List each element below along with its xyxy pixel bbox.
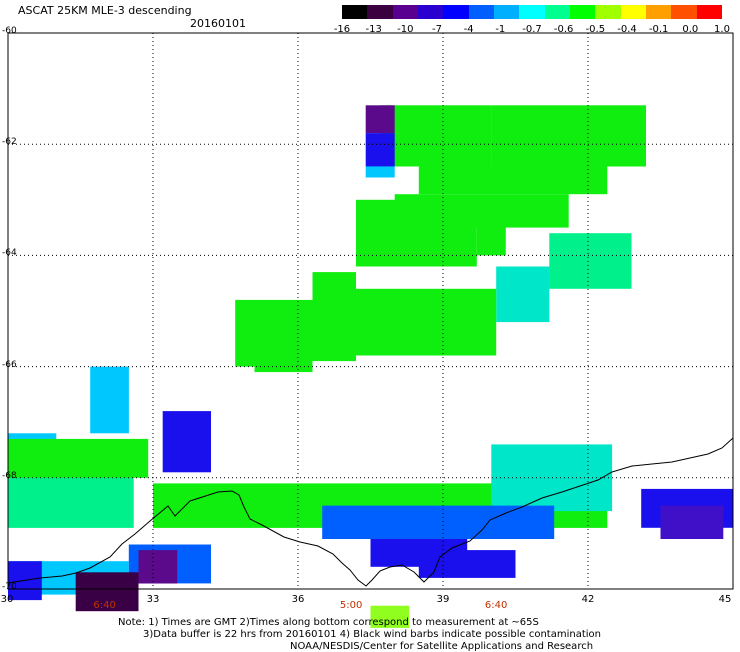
data-cell-24 [162,411,211,473]
colorbar-swatch [570,5,596,19]
colorbar [342,5,723,19]
lon-label: 36 [291,594,305,605]
data-cell-32 [660,505,724,539]
data-cell-15 [90,366,129,434]
colorbar-tick-label: -10 [397,24,414,35]
colorbar-tick-label: -0.6 [553,24,574,35]
lat-label: -62 [2,137,17,148]
colorbar-swatch [519,5,546,19]
lat-label: -60 [2,26,17,36]
data-cell-18 [8,438,149,478]
data-cell-23 [418,550,516,578]
data-cell-10 [496,266,550,323]
colorbar-tick-label: -1 [495,24,506,35]
data-cell-13 [235,299,313,367]
colorbar-swatch [468,5,495,19]
colorbar-tick-label: -16 [333,24,351,35]
lat-label: -70 [2,582,17,592]
colorbar-swatch [620,5,647,19]
data-cell-5 [418,166,608,195]
note-line-1: Note: 1) Times are GMT 2)Times along bot… [118,617,539,628]
colorbar-swatch [544,5,571,19]
colorbar-swatch [595,5,622,19]
colorbar-tick-label: -0.1 [648,24,669,35]
data-cell-27 [75,572,139,612]
data-cell-21 [322,505,555,539]
data-cell-8 [476,199,506,256]
lon-label: 45 [718,594,732,605]
colorbar-swatch [646,5,672,19]
colorbar-tick-label: -4 [463,24,474,35]
data-cell-30 [370,605,410,628]
colorbar-tick-label: -0.4 [617,24,637,35]
coastline [7,437,734,587]
colorbar-swatch [696,5,723,19]
data-cell-2 [365,105,395,134]
map-date: 20160101 [190,17,246,30]
data-cell-20 [491,444,613,512]
colorbar-swatch [494,5,520,19]
colorbar-swatch [367,5,394,19]
time-label: 6:40 [93,600,116,611]
colorbar-tick-label: -7 [432,24,442,35]
grid-lines [8,33,733,589]
colorbar-tick-label: -0.5 [585,24,606,35]
lon-label: 33 [146,594,160,605]
data-cell-11 [356,288,497,356]
colorbar-tick-label: 1.0 [714,24,730,35]
lat-label: -66 [2,359,17,370]
data-cell-28 [138,550,178,584]
data-cell-9 [549,233,632,289]
note-line-2: 3)Data buffer is 22 hrs from 20160101 4)… [143,629,601,640]
colorbar-tick-label: -13 [365,24,382,35]
colorbar-swatch [418,5,444,19]
data-cell-0 [380,105,492,167]
map-title: ASCAT 25KM MLE-3 descending [18,4,192,17]
note-line-3: NOAA/NESDIS/Center for Satellite Applica… [290,641,594,652]
colorbar-swatch [443,5,470,19]
lat-label: -64 [2,248,17,259]
map-frame [7,32,734,590]
lon-label: 30 [0,594,14,605]
time-label: 5:00 [339,600,363,611]
colorbar-swatch [342,5,368,19]
colorbar-swatch [392,5,419,19]
colorbar-tick-label: 0.0 [682,24,699,35]
lat-label: -68 [2,470,17,481]
data-cell-1 [491,105,646,167]
data-cell-7 [356,199,477,267]
data-cell-12 [312,272,356,362]
data-cell-14 [254,361,313,373]
data-cell-3 [365,133,395,167]
colorbar-tick-label: -0.7 [522,24,542,35]
colorbar-swatch [671,5,698,19]
data-cell-4 [365,166,395,178]
lon-label: 42 [581,594,595,605]
lon-label: 39 [436,594,450,605]
time-label: 6:40 [484,600,508,611]
